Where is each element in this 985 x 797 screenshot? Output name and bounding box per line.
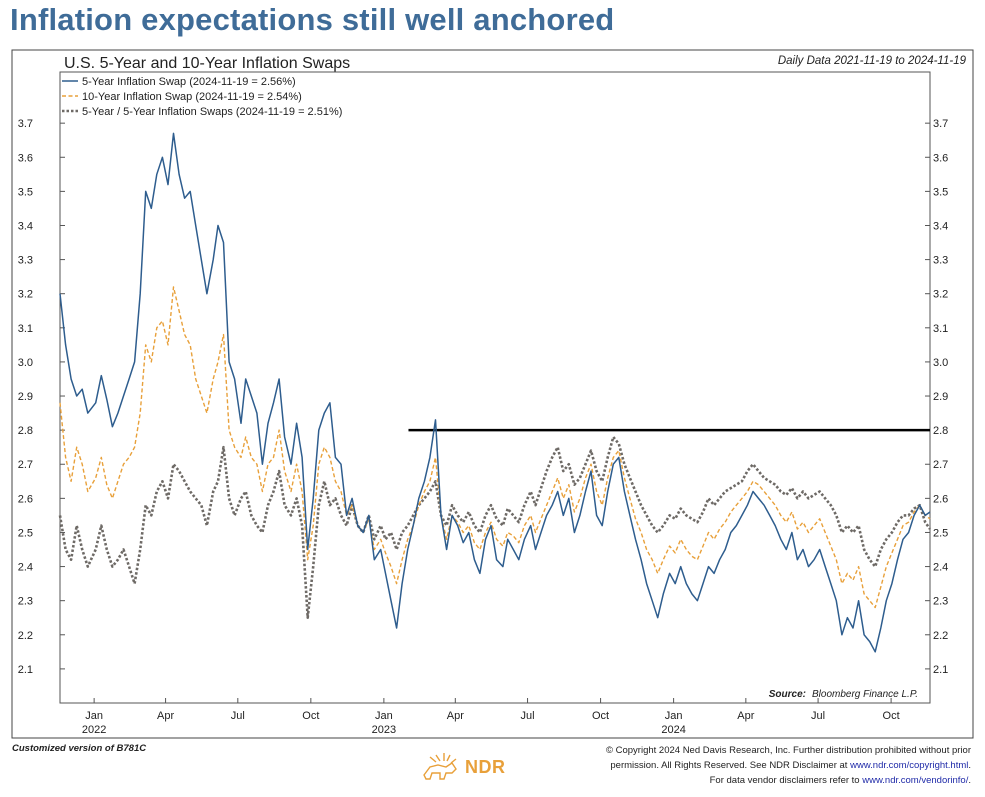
- y-tick-label-left: 3.2: [18, 289, 33, 301]
- x-tick-label: Jan: [85, 710, 103, 722]
- copyright-line-2-end: .: [968, 760, 971, 771]
- y-tick-label-right: 2.5: [933, 527, 948, 539]
- chart-outer-frame: [11, 49, 974, 739]
- y-tick-label-right: 3.4: [933, 220, 948, 232]
- x-tick-label: Oct: [302, 710, 319, 722]
- inflation-swaps-chart: U.S. 5-Year and 10-Year Inflation Swaps …: [11, 49, 974, 739]
- y-tick-label-left: 3.0: [18, 357, 33, 369]
- x-tick-label: Apr: [447, 710, 464, 722]
- copyright-line-3-text: For data vendor disclaimers refer to: [709, 775, 863, 786]
- y-tick-label-right: 3.3: [933, 255, 948, 267]
- chart-title: U.S. 5-Year and 10-Year Inflation Swaps: [64, 55, 350, 72]
- y-tick-label-right: 3.2: [933, 289, 948, 301]
- copyright-line-2: permission. All Rights Reserved. See NDR…: [531, 758, 971, 773]
- y-tick-label-left: 3.5: [18, 186, 33, 198]
- copyright-line-3: For data vendor disclaimers refer to www…: [531, 773, 971, 788]
- copyright-line-1: © Copyright 2024 Ned Davis Research, Inc…: [605, 745, 971, 756]
- x-year-label: 2023: [372, 724, 396, 736]
- y-tick-label-left: 3.7: [18, 118, 33, 130]
- copyright-block: © Copyright 2024 Ned Davis Research, Inc…: [531, 743, 971, 788]
- ndr-bull-logo-icon: [423, 753, 457, 780]
- legend-label: 5-Year / 5-Year Inflation Swaps (2024-11…: [82, 106, 342, 118]
- axis-ticks: 2.1 2.1 2.2 2.2 2.3 2.3 2.4 2.4 2.5 2.5 2.6 2.6 2.7 2…: [18, 118, 949, 736]
- y-tick-label-left: 2.3: [18, 596, 33, 608]
- y-tick-label-right: 3.0: [933, 357, 948, 369]
- y-tick-label-left: 2.4: [18, 562, 33, 574]
- y-tick-label-right: 2.6: [933, 493, 948, 505]
- source-note: Source: Bloomberg Finance L.P.: [769, 689, 918, 700]
- y-tick-label-left: 2.2: [18, 630, 33, 642]
- x-tick-label: Jul: [811, 710, 825, 722]
- y-tick-label-left: 3.4: [18, 220, 33, 232]
- x-year-label: 2022: [82, 724, 106, 736]
- copyright-line-3-end: .: [968, 775, 971, 786]
- y-tick-label-right: 2.8: [933, 425, 948, 437]
- y-tick-label-left: 2.1: [18, 664, 33, 676]
- y-tick-label-left: 2.7: [18, 459, 33, 471]
- x-tick-label: Jul: [521, 710, 535, 722]
- series-line-2: [59, 286, 931, 609]
- copyright-link[interactable]: www.ndr.com/copyright.html: [850, 760, 969, 771]
- y-tick-label-right: 3.7: [933, 118, 948, 130]
- series-line-3: [58, 435, 932, 619]
- vendorinfo-link[interactable]: www.ndr.com/vendorinfo/: [862, 775, 969, 786]
- y-tick-label-left: 2.9: [18, 391, 33, 403]
- y-tick-label-right: 2.4: [933, 562, 948, 574]
- y-tick-label-right: 2.9: [933, 391, 948, 403]
- y-tick-label-left: 2.8: [18, 425, 33, 437]
- chart-date-range: Daily Data 2021-11-19 to 2024-11-19: [778, 55, 967, 67]
- y-tick-label-right: 2.7: [933, 459, 948, 471]
- y-tick-label-right: 3.6: [933, 152, 948, 164]
- legend-label: 10-Year Inflation Swap (2024-11-19 = 2.5…: [82, 91, 302, 103]
- y-tick-label-right: 3.5: [933, 186, 948, 198]
- x-tick-label: Jan: [665, 710, 683, 722]
- y-tick-label-right: 2.3: [933, 596, 948, 608]
- x-tick-label: Oct: [883, 710, 900, 722]
- legend-label: 5-Year Inflation Swap (2024-11-19 = 2.56…: [82, 76, 296, 88]
- page-headline: Inflation expectations still well anchor…: [10, 2, 615, 37]
- x-tick-label: Apr: [157, 710, 174, 722]
- series-lines: [58, 132, 932, 653]
- legend: 5-Year Inflation Swap (2024-11-19 = 2.56…: [62, 76, 342, 118]
- y-tick-label-right: 3.1: [933, 323, 948, 335]
- y-tick-label-left: 3.6: [18, 152, 33, 164]
- y-tick-label-left: 3.1: [18, 323, 33, 335]
- y-tick-label-left: 2.6: [18, 493, 33, 505]
- version-note: Customized version of B781C: [12, 743, 147, 754]
- logo-text: NDR: [465, 757, 506, 777]
- plot-area-frame: [59, 71, 931, 704]
- y-tick-label-right: 2.1: [933, 664, 948, 676]
- x-tick-label: Apr: [737, 710, 754, 722]
- copyright-line-2-text: permission. All Rights Reserved. See NDR…: [610, 760, 851, 771]
- source-value: Bloomberg Finance L.P.: [812, 689, 918, 700]
- y-tick-label-right: 2.2: [933, 630, 948, 642]
- x-tick-label: Jul: [231, 710, 245, 722]
- series-line-1: [59, 132, 931, 653]
- x-tick-label: Jan: [375, 710, 393, 722]
- source-label: Source:: [769, 689, 806, 700]
- y-tick-label-left: 2.5: [18, 527, 33, 539]
- x-tick-label: Oct: [592, 710, 609, 722]
- y-tick-label-left: 3.3: [18, 255, 33, 267]
- x-year-label: 2024: [661, 724, 685, 736]
